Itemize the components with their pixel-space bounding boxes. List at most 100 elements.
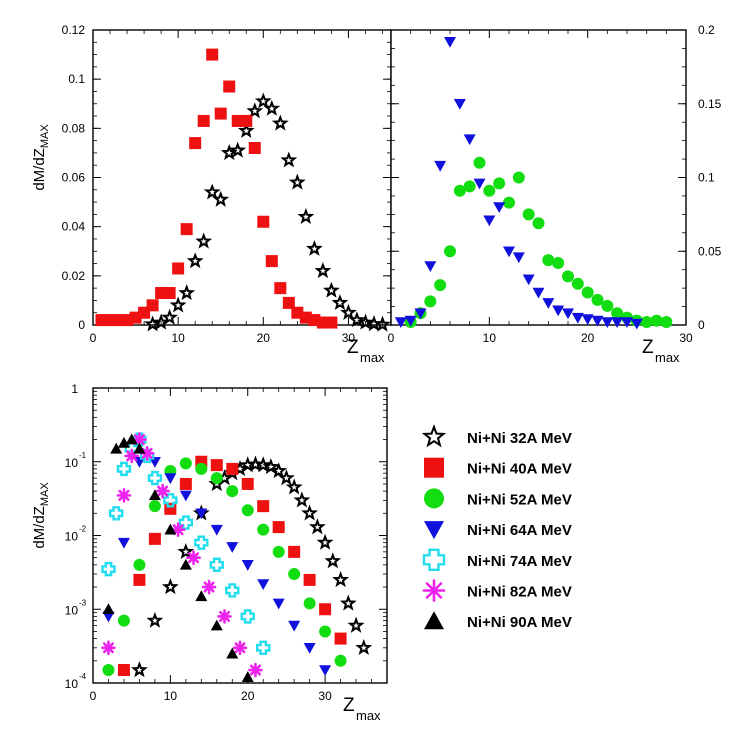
x-label-main: Z xyxy=(343,695,355,716)
data-point xyxy=(581,286,594,299)
y-tick-label: 0.15 xyxy=(698,97,722,111)
x-tick-label: 20 xyxy=(581,331,595,345)
data-point xyxy=(241,671,254,682)
data-point xyxy=(133,442,146,454)
data-point xyxy=(148,532,161,545)
data-point xyxy=(189,137,202,150)
data-point xyxy=(117,436,130,448)
data-point xyxy=(319,665,332,677)
y-tick-label: 0 xyxy=(698,318,705,332)
data-point xyxy=(323,281,340,298)
y-tick-exponent: -1 xyxy=(79,451,87,460)
data-point xyxy=(303,597,316,610)
series-ni-ni-32a-mev xyxy=(130,455,373,678)
y-tick-base: 10 xyxy=(65,456,79,470)
data-point xyxy=(254,456,272,473)
data-point xyxy=(270,462,288,479)
data-point xyxy=(217,609,232,624)
data-point xyxy=(248,662,263,678)
data-point xyxy=(571,277,584,290)
y-tick-label: 0.08 xyxy=(62,121,86,135)
data-point xyxy=(178,515,194,530)
series-ni-ni-52a-mev xyxy=(102,457,347,677)
y-tick-exponent: -4 xyxy=(79,672,87,681)
data-point xyxy=(226,542,239,553)
data-point xyxy=(101,640,116,656)
data-point xyxy=(116,488,132,503)
data-point xyxy=(257,500,270,513)
data-point xyxy=(152,313,170,330)
plot-top-left: 0 10 20 30Z max00.020.040.060.080.10.12dM/dZ… xyxy=(31,23,392,365)
data-point xyxy=(581,314,594,326)
data-point xyxy=(522,208,535,221)
data-point xyxy=(102,603,115,615)
x-axis: 0 10 20 30 xyxy=(90,388,388,703)
legend-marker xyxy=(424,611,444,630)
x-label-main: Z xyxy=(347,337,359,358)
data-point xyxy=(473,178,486,190)
data-point xyxy=(319,625,332,638)
data-point xyxy=(102,664,115,677)
legend-entry: Ni+Ni 82A MeV xyxy=(422,579,572,602)
data-point xyxy=(297,207,315,224)
data-point xyxy=(256,640,271,656)
data-point xyxy=(210,459,223,472)
legend-entry: Ni+Ni 40A MeV xyxy=(424,457,572,478)
legend-entry: Ni+Ni 32A MeV xyxy=(421,424,572,448)
data-point xyxy=(164,473,177,485)
data-point xyxy=(591,293,604,306)
data-point xyxy=(164,523,177,535)
y-label-main: dM/dZ xyxy=(31,148,48,191)
legend-label: Ni+Ni 74A MeV xyxy=(467,553,572,570)
data-point xyxy=(195,232,213,249)
data-point xyxy=(348,311,366,328)
data-point xyxy=(124,448,139,464)
data-point xyxy=(179,477,192,490)
data-point xyxy=(195,590,208,602)
data-point xyxy=(232,640,248,656)
data-point xyxy=(179,558,192,570)
y-tick-label: 0.1 xyxy=(68,72,85,86)
data-point xyxy=(130,661,148,678)
y-tick-label: 1 xyxy=(71,382,78,396)
x-tick-label: 20 xyxy=(241,689,255,703)
data-point xyxy=(271,114,289,131)
data-point xyxy=(512,171,525,184)
y-tick-label: 10-3 xyxy=(65,598,87,617)
data-point xyxy=(148,489,161,501)
data-point xyxy=(660,316,673,329)
data-point xyxy=(285,478,303,495)
data-point xyxy=(334,632,347,645)
x-tick-label: 30 xyxy=(342,331,356,345)
data-point xyxy=(288,545,301,558)
data-point xyxy=(319,603,332,616)
data-point xyxy=(512,252,525,264)
legend-marker xyxy=(424,521,444,540)
x-tick-label: 30 xyxy=(318,689,332,703)
data-point xyxy=(161,308,179,325)
x-label-subscript: max xyxy=(356,708,381,723)
data-point xyxy=(172,262,185,275)
data-point xyxy=(257,579,270,590)
data-point xyxy=(483,215,496,227)
data-point xyxy=(110,442,123,454)
data-point xyxy=(404,315,417,327)
data-point xyxy=(611,307,624,320)
data-point xyxy=(571,312,584,324)
data-point xyxy=(102,611,115,623)
data-point xyxy=(169,296,187,313)
data-point xyxy=(177,543,195,559)
data-point xyxy=(277,469,295,486)
data-point xyxy=(163,287,176,300)
data-point xyxy=(522,274,535,286)
data-point xyxy=(240,114,253,127)
data-point xyxy=(148,500,161,513)
data-point xyxy=(463,134,476,146)
legend-label: Ni+Ni 32A MeV xyxy=(467,430,572,447)
series-ni-ni-64a-mev xyxy=(102,456,332,677)
legend-entry: Ni+Ni 52A MeV xyxy=(424,488,572,509)
data-point xyxy=(493,202,506,213)
data-point xyxy=(532,287,545,299)
